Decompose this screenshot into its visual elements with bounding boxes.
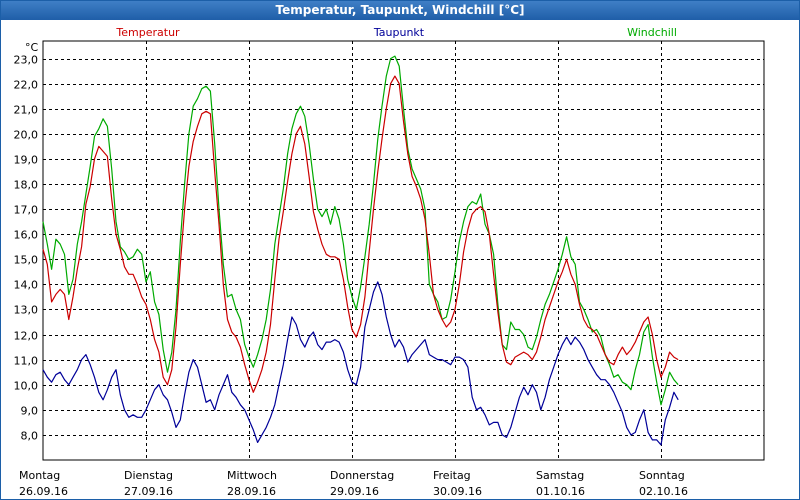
x-tick-day-label: Dienstag xyxy=(124,469,173,482)
x-tick-day-label: Mittwoch xyxy=(227,469,277,482)
y-tick-label: 18,0 xyxy=(14,179,39,192)
window-title: Temperatur, Taupunkt, Windchill [°C] xyxy=(275,3,525,17)
y-tick-label: 22,0 xyxy=(14,79,39,92)
y-tick-label: 9,0 xyxy=(21,405,39,418)
series-line-windchill xyxy=(42,55,679,406)
legend-windchill: Windchill xyxy=(627,26,677,39)
y-tick-label: 14,0 xyxy=(14,279,39,292)
legend-taupunkt: Taupunkt xyxy=(373,26,425,39)
y-tick-label: 13,0 xyxy=(14,304,39,317)
x-tick-date-label: 29.09.16 xyxy=(330,485,379,498)
x-tick-date-label: 01.10.16 xyxy=(536,485,585,498)
x-tick-date-label: 28.09.16 xyxy=(227,485,276,498)
x-tick-day-label: Freitag xyxy=(433,469,471,482)
x-tick-day-label: Sonntag xyxy=(639,469,685,482)
y-tick-label: 20,0 xyxy=(14,129,39,142)
x-tick-day-label: Montag xyxy=(19,469,60,482)
x-tick-day-label: Donnerstag xyxy=(330,469,394,482)
y-axis-label: °C xyxy=(25,41,39,54)
y-tick-label: 12,0 xyxy=(14,330,39,343)
y-tick-label: 11,0 xyxy=(14,355,39,368)
y-tick-label: 8,0 xyxy=(21,430,39,443)
x-tick-date-label: 27.09.16 xyxy=(124,485,173,498)
y-tick-label: 17,0 xyxy=(14,204,39,217)
y-tick-label: 16,0 xyxy=(14,229,39,242)
title-bar: Temperatur, Taupunkt, Windchill [°C] xyxy=(1,1,799,20)
y-tick-label: 10,0 xyxy=(14,380,39,393)
x-tick-date-label: 30.09.16 xyxy=(433,485,482,498)
y-tick-label: 15,0 xyxy=(14,254,39,267)
x-tick-date-label: 26.09.16 xyxy=(19,485,68,498)
line-chart: 8,0 9,0 10,0 11,0 12,0 13,0 14,0 15,0 16,0 17,0 18… xyxy=(14,26,765,498)
legend-temperatur: Temperatur xyxy=(115,26,180,39)
y-tick-label: 21,0 xyxy=(14,104,39,117)
y-tick-label: 23,0 xyxy=(14,54,39,67)
series-line-temperatur xyxy=(42,75,679,393)
x-tick-date-label: 02.10.16 xyxy=(639,485,688,498)
x-tick-day-label: Samstag xyxy=(536,469,584,482)
y-tick-label: 19,0 xyxy=(14,154,39,167)
series-line-taupunkt xyxy=(42,281,679,446)
